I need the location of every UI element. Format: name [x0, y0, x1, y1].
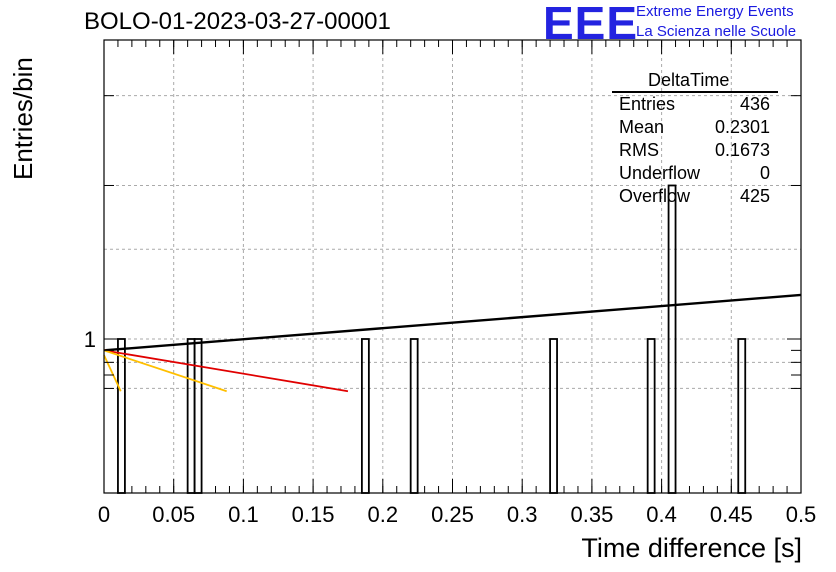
fit-lines — [103, 293, 802, 393]
stats-overflow-value: 425 — [739, 186, 770, 206]
run-title: BOLO-01-2023-03-27-00001 — [84, 8, 391, 35]
stats-box-title: DeltaTime — [648, 70, 730, 90]
x-tick-label: 0.25 — [431, 502, 474, 527]
eee-subtitle-line1: Extreme Energy Events — [636, 3, 794, 20]
x-tick-label: 0.15 — [292, 502, 335, 527]
x-tick-label: 0.1 — [228, 502, 259, 527]
x-tick-label: 0.45 — [710, 502, 753, 527]
x-tick-label: 0 — [98, 502, 110, 527]
stats-rms-value: 0.1673 — [714, 140, 770, 160]
x-tick-label: 0.5 — [786, 502, 817, 527]
x-tick-label: 0.2 — [368, 502, 399, 527]
x-tick-label: 0.4 — [646, 502, 677, 527]
fit-line — [103, 354, 122, 392]
fit-line — [103, 349, 349, 393]
eee-subtitle-line2: La Scienza nelle Scuole — [636, 23, 797, 40]
stats-mean-value: 0.2301 — [714, 117, 770, 137]
fit-line — [103, 349, 227, 393]
stats-underflow-label: Underflow — [619, 163, 701, 183]
tick-labels: 0 0.05 0.1 0.15 0.2 0.25 0.3 0.35 0.4 0.45 0.5 1 — [84, 327, 817, 527]
x-axis-label: Time difference [s] — [581, 533, 802, 563]
stats-entries-label: Entries — [619, 94, 676, 114]
stats-overflow-label: Overflow — [619, 186, 691, 206]
x-tick-label: 0.35 — [570, 502, 613, 527]
stats-entries-value: 436 — [739, 94, 770, 114]
grid — [104, 40, 801, 493]
axis-ticks — [103, 40, 802, 493]
stats-mean-label: Mean — [619, 117, 665, 137]
x-tick-label: 0.05 — [152, 502, 195, 527]
x-tick-label: 0.3 — [507, 502, 538, 527]
eee-logo: EEE — [543, 0, 639, 49]
stats-rms-label: RMS — [619, 140, 659, 160]
y-tick-label: 1 — [84, 327, 96, 352]
stats-underflow-value: 0 — [759, 163, 770, 183]
fit-line — [103, 293, 802, 352]
